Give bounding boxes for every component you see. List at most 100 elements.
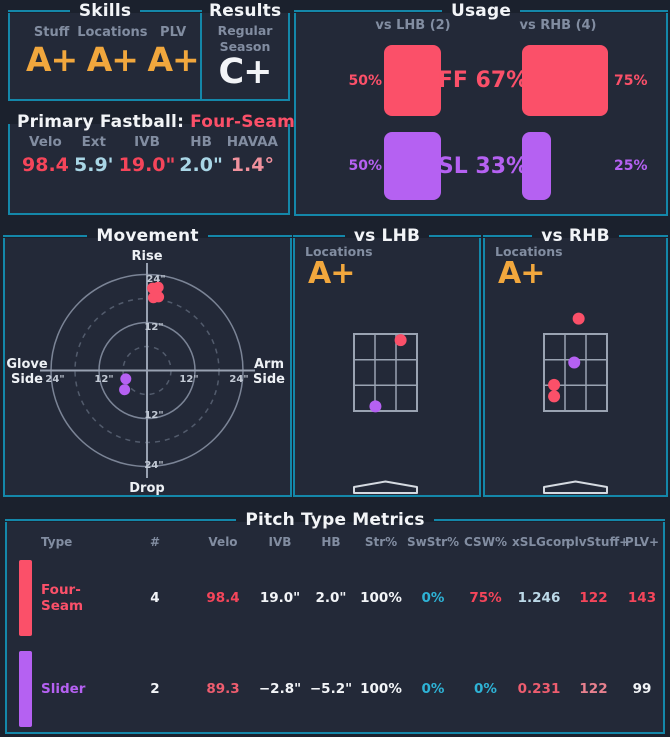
slider-color-bar bbox=[19, 650, 32, 727]
metrics-header-row: Type # Velo IVB HB Str% SwStr% CSW% xSLG… bbox=[7, 522, 663, 552]
vs-rhb-strike-zone bbox=[543, 312, 608, 494]
skills-title-text: Skills bbox=[78, 1, 132, 21]
movement-plot: Rise Drop Glove Side Arm Side 24" 12" 12… bbox=[6, 249, 285, 496]
usage-sl-rhb-bar bbox=[522, 132, 551, 200]
home-plate-icon bbox=[353, 480, 418, 494]
primary-fastball-stats: Velo 98.4 Ext 5.9' IVB 19.0" HB 2.0" HAV… bbox=[10, 124, 288, 176]
vs-rhb-panel: vs RHB Locations A+ bbox=[483, 226, 668, 497]
skill-locations: Locations A+ bbox=[77, 25, 147, 78]
vs-rhb-title-text: vs RHB bbox=[541, 226, 610, 246]
usage-lhb-header: vs LHB (2) bbox=[375, 18, 451, 33]
usage-sl-lhb-pct: 50% bbox=[348, 158, 382, 174]
usage-title-text: Usage bbox=[450, 1, 512, 21]
vs-lhb-locations-grade: A+ bbox=[308, 256, 355, 291]
pitch-type-metrics-panel: Pitch Type Metrics Type # Velo IVB HB St… bbox=[5, 510, 665, 734]
table-row-four-seam: Four-Seam 4 98.4 19.0" 2.0" 100% 0% 75% … bbox=[7, 552, 663, 643]
header-plv: PLV+ bbox=[624, 535, 660, 549]
primary-fastball-panel: Primary Fastball: Four-Seam Velo 98.4 Ext… bbox=[8, 112, 295, 215]
skill-locations-label: Locations bbox=[77, 25, 148, 40]
skill-stuff-grade: A+ bbox=[26, 40, 78, 79]
movement-panel: Movement Rise Drop Glove Side Arm Side 2… bbox=[3, 226, 292, 497]
glove-side-label-2: Side bbox=[11, 372, 43, 387]
table-row-slider: Slider 2 89.3 −2.8" −5.2" 100% 0% 0% 0.2… bbox=[7, 643, 663, 734]
usage-sl-rhb-pct: 25% bbox=[614, 158, 648, 174]
header-xslgcon: xSLGcon bbox=[512, 535, 570, 549]
skill-plv: PLV A+ bbox=[147, 25, 200, 79]
tick-bottom-12: 12" bbox=[144, 410, 163, 421]
results-panel: Results Regular Season C+ bbox=[202, 1, 290, 101]
usage-sl-lhb-bar bbox=[383, 132, 441, 200]
vs-lhb-data-points bbox=[369, 334, 407, 413]
header-ivb: IVB bbox=[268, 535, 292, 549]
skills-panel: Skills Stuff A+ Locations A+ PLV A+ bbox=[8, 1, 202, 101]
header-velo: Velo bbox=[208, 535, 238, 549]
usage-ff-label: FF 67% bbox=[437, 68, 529, 93]
four-seam-color-bar bbox=[19, 559, 32, 636]
usage-ff-rhb-bar bbox=[522, 45, 609, 116]
vs-lhb-panel-title: vs LHB bbox=[293, 226, 481, 246]
header-str: Str% bbox=[364, 535, 398, 549]
stat-ivb: IVB 19.0" bbox=[118, 134, 176, 176]
header-count: # bbox=[149, 535, 161, 549]
tick-top-12: 12" bbox=[144, 322, 163, 333]
home-plate-icon bbox=[543, 480, 608, 494]
movement-data-points bbox=[119, 281, 165, 396]
glove-side-label-1: Glove bbox=[6, 357, 48, 372]
drop-label: Drop bbox=[129, 481, 164, 496]
usage-row-ff: 50% FF 67% 75% bbox=[296, 45, 666, 116]
results-grade: C+ bbox=[218, 52, 272, 93]
movement-panel-title: Movement bbox=[3, 226, 292, 246]
skill-plv-grade: A+ bbox=[147, 40, 200, 79]
strike-zone-frame bbox=[353, 333, 418, 412]
tick-left-24: 24" bbox=[45, 374, 64, 385]
primary-fastball-title-value: Four-Seam bbox=[190, 112, 295, 132]
vs-rhb-locations-label: Locations bbox=[495, 244, 563, 259]
results-body: Regular Season C+ bbox=[202, 13, 288, 91]
usage-ff-rhb-pct: 75% bbox=[614, 72, 648, 89]
usage-ff-lhb-pct: 50% bbox=[348, 72, 382, 89]
rise-label: Rise bbox=[131, 249, 162, 264]
tick-right-24: 24" bbox=[229, 374, 248, 385]
tick-left-12: 12" bbox=[94, 374, 113, 385]
header-type: Type bbox=[41, 535, 73, 549]
skill-stuff: Stuff A+ bbox=[26, 25, 78, 79]
skills-panel-title: Skills bbox=[8, 1, 202, 21]
pitch-type-metrics-title: Pitch Type Metrics bbox=[5, 510, 665, 530]
primary-fastball-title-prefix: Primary Fastball: bbox=[17, 112, 185, 132]
header-swstr: SwStr% bbox=[407, 535, 460, 549]
pitch-type-metrics-title-text: Pitch Type Metrics bbox=[245, 510, 425, 530]
vs-lhb-panel: vs LHB Locations A+ bbox=[293, 226, 481, 497]
usage-rhb-header: vs RHB (4) bbox=[519, 18, 597, 33]
usage-panel: Usage vs LHB (2) vs RHB (4) 50% FF 67% 7… bbox=[294, 1, 668, 216]
slider-type-label: Slider bbox=[41, 680, 86, 697]
vs-rhb-data-points bbox=[548, 312, 585, 403]
stat-havaa: HAVAA 1.4° bbox=[226, 134, 278, 176]
results-title-text: Results bbox=[209, 1, 282, 21]
vs-lhb-strike-zone bbox=[353, 333, 418, 494]
skill-locations-grade: A+ bbox=[86, 40, 139, 79]
tick-bottom-24: 24" bbox=[144, 460, 163, 471]
header-csw: CSW% bbox=[464, 535, 507, 549]
strike-zone-frame bbox=[543, 333, 608, 412]
usage-row-sl: 50% SL 33% 25% bbox=[296, 132, 666, 200]
vs-rhb-locations-grade: A+ bbox=[498, 256, 545, 291]
usage-panel-title: Usage bbox=[294, 1, 668, 21]
stat-hb: HB 2.0" bbox=[179, 134, 223, 176]
usage-sl-label: SL 33% bbox=[437, 153, 529, 179]
four-seam-type-label: Four-Seam bbox=[41, 581, 84, 614]
vs-lhb-title-text: vs LHB bbox=[353, 226, 421, 246]
vs-rhb-panel-title: vs RHB bbox=[483, 226, 668, 246]
arm-side-label-2: Side bbox=[253, 372, 285, 387]
skill-stuff-label: Stuff bbox=[33, 25, 70, 40]
movement-title-text: Movement bbox=[96, 226, 199, 246]
skills-grades: Stuff A+ Locations A+ PLV A+ bbox=[10, 13, 200, 78]
arm-side-label-1: Arm bbox=[254, 357, 284, 372]
skill-plv-label: PLV bbox=[160, 25, 187, 40]
header-hb: HB bbox=[321, 535, 341, 549]
stat-velo: Velo 98.4 bbox=[22, 134, 69, 176]
tick-top-24: 24" bbox=[146, 274, 165, 285]
primary-fastball-title: Primary Fastball: Four-Seam bbox=[8, 112, 295, 132]
results-panel-title: Results bbox=[200, 1, 290, 21]
tick-right-12: 12" bbox=[179, 374, 198, 385]
